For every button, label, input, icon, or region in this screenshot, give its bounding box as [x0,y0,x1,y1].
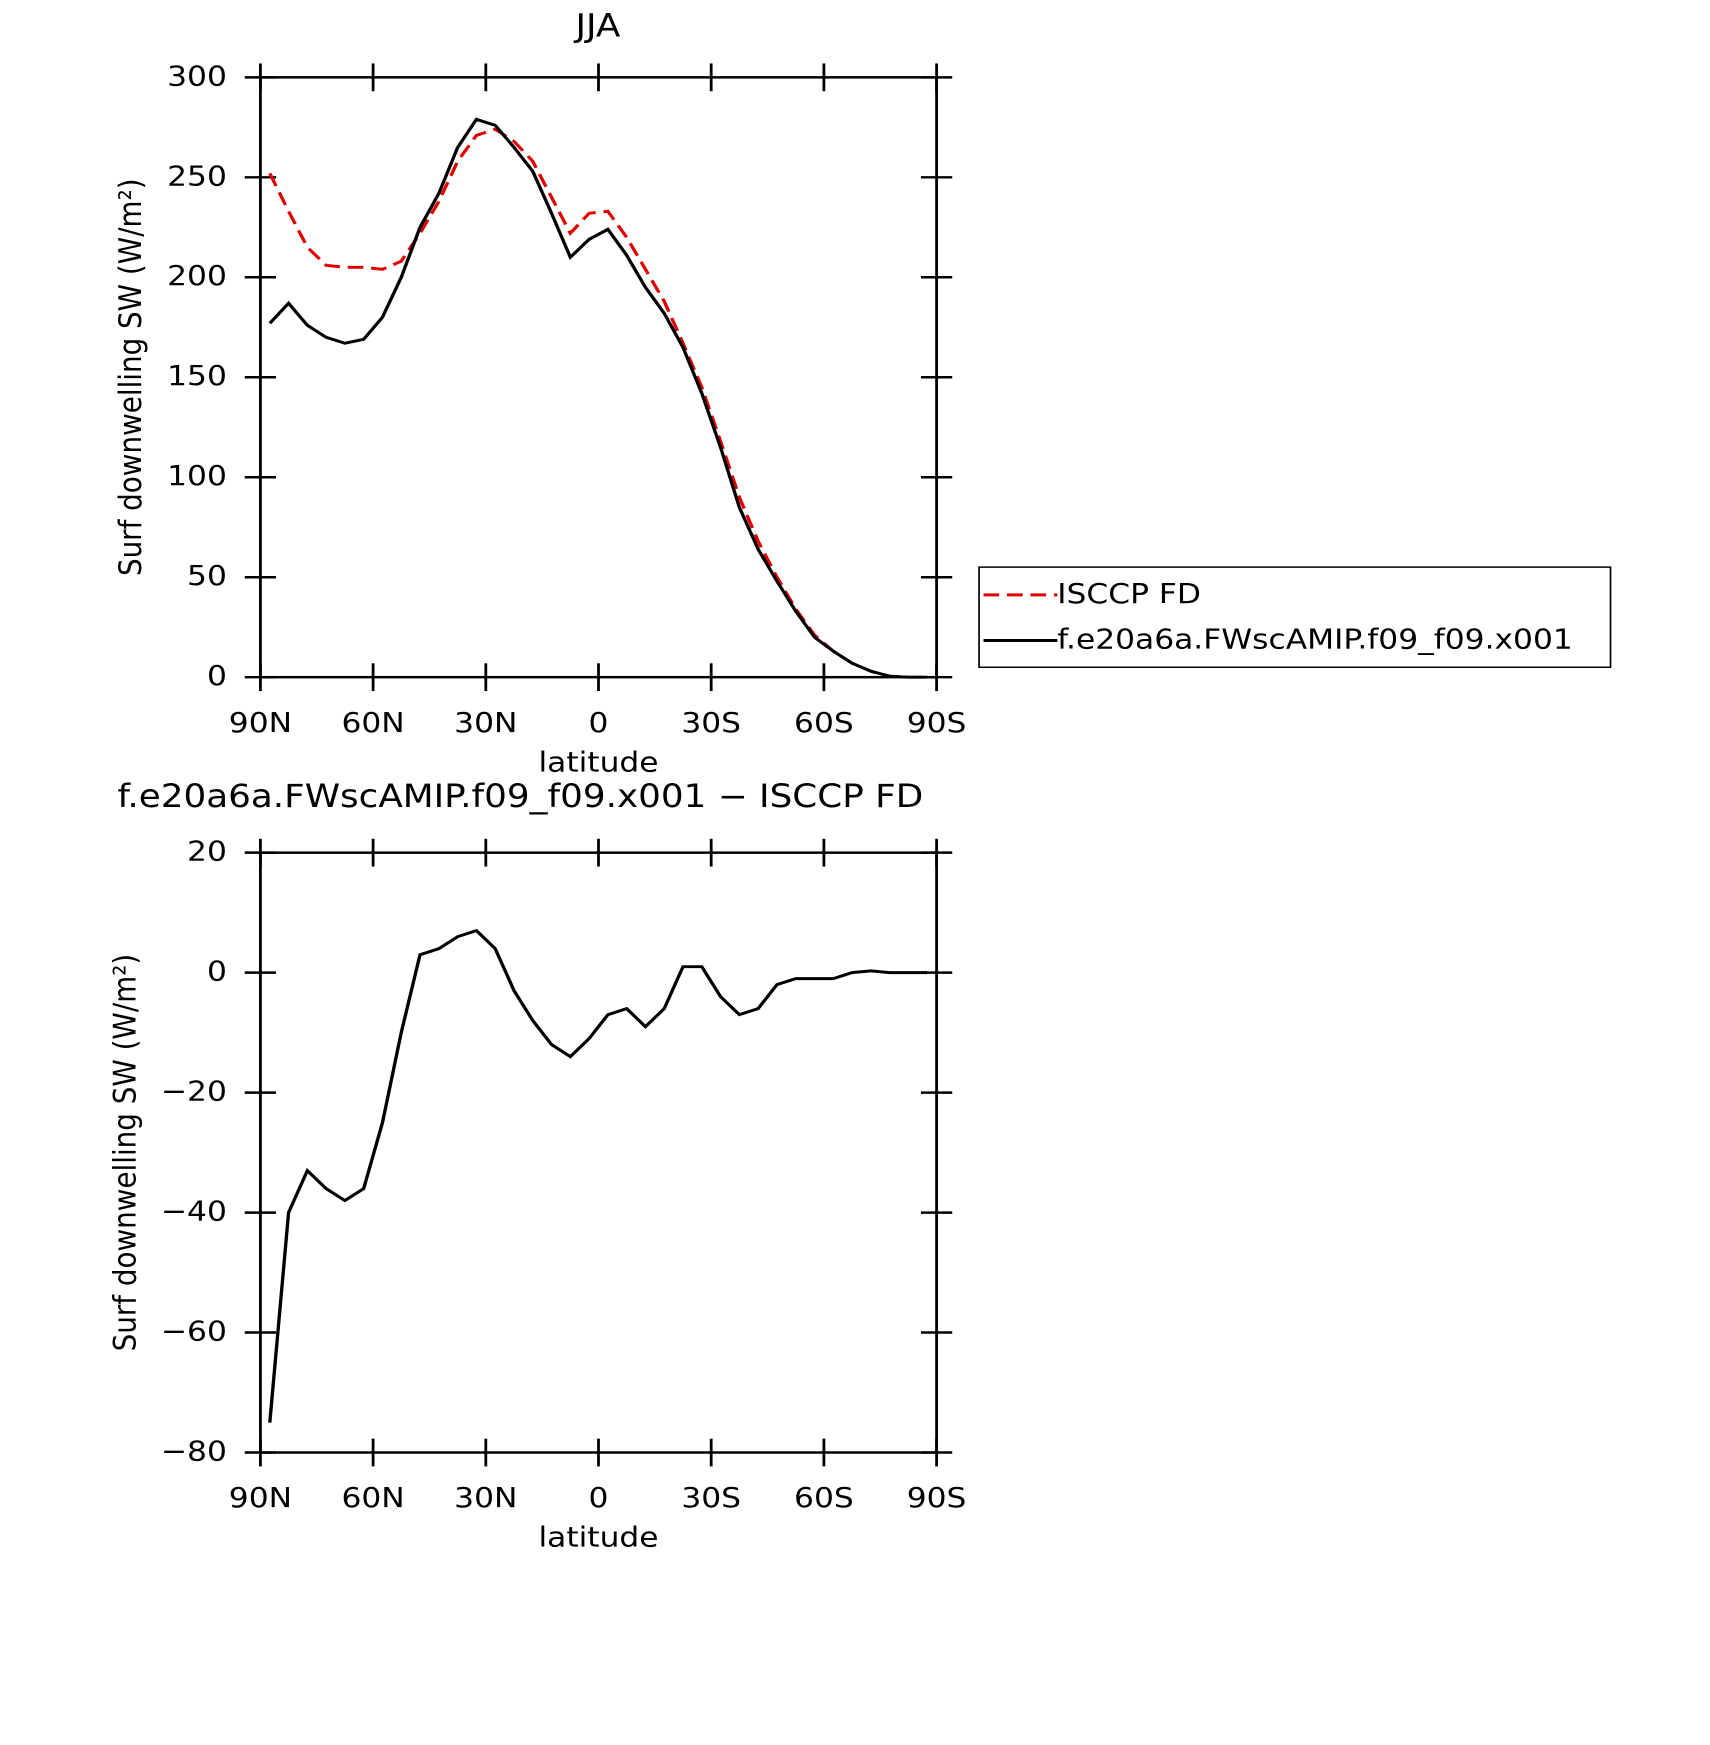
chart-title: JJA [573,8,620,45]
y-axis-label: Surf downwelling SW (W/m²) [107,954,143,1352]
chart-title: f.e20a6a.FWscAMIP.f09_f09.x001 − ISCCP F… [117,778,923,815]
x-tick-label: 30S [681,1482,741,1514]
legend-box [978,566,1612,669]
y-tick-label: −20 [161,1075,227,1107]
x-tick-label: 0 [589,706,609,738]
y-tick-label: −40 [161,1195,227,1227]
y-tick-label: 100 [167,460,227,492]
x-tick-label: 30N [454,1482,517,1514]
x-tick-label: 90N [229,706,292,738]
x-tick-label: 90S [907,1482,967,1514]
y-tick-label: 250 [167,160,227,192]
legend-label: ISCCP FD [1057,578,1201,610]
series-line [268,117,928,679]
y-axis-label: Surf downwelling SW (W/m²) [112,178,148,576]
x-tick-label: 60N [341,1482,404,1514]
y-tick-label: 20 [187,835,227,867]
x-tick-label: 60S [794,1482,854,1514]
x-axis-label: latitude [538,746,658,778]
x-tick-label: 30S [681,706,741,738]
x-tick-label: 60N [341,706,404,738]
x-tick-label: 90N [229,1482,292,1514]
y-tick-label: 0 [207,660,227,692]
y-tick-label: 300 [167,60,227,92]
y-tick-label: −60 [161,1315,227,1347]
plot-frame [259,76,938,679]
x-axis-label: latitude [538,1521,658,1553]
y-tick-label: 150 [167,360,227,392]
y-tick-label: 0 [207,955,227,987]
legend-label: f.e20a6a.FWscAMIP.f09_f09.x001 [1057,623,1572,655]
x-tick-label: 60S [794,706,854,738]
plot-frame [259,851,938,1454]
series-line [268,127,928,679]
x-tick-label: 30N [454,706,517,738]
x-tick-label: 0 [589,1482,609,1514]
x-tick-label: 90S [907,706,967,738]
y-tick-label: 200 [167,260,227,292]
series-line [268,928,928,1423]
y-tick-label: 50 [187,560,227,592]
y-tick-label: −80 [161,1435,227,1467]
